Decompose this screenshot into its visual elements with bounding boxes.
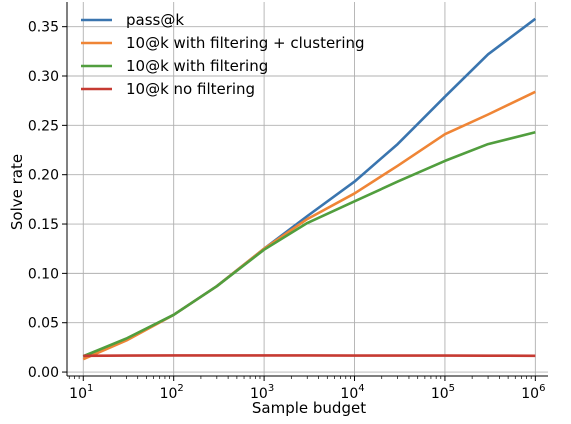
legend-label-2: 10@k with filtering + clustering <box>126 34 365 52</box>
x-tick-label: 101 <box>69 383 93 402</box>
x-tick-label: 102 <box>160 383 184 402</box>
y-tick-label: 0.00 <box>28 365 59 381</box>
y-tick-label: 0.35 <box>28 20 59 36</box>
x-tick-label: 104 <box>340 383 364 402</box>
series-line-2 <box>82 90 536 361</box>
legend-label-3: 10@k with filtering <box>126 57 268 75</box>
y-tick-label: 0.20 <box>28 168 59 184</box>
y-tick-label: 0.15 <box>28 217 59 233</box>
legend-label-1: pass@k <box>126 11 184 29</box>
legend: pass@k 10@k with filtering + clustering 10… <box>81 11 365 98</box>
y-tick-label: 0.30 <box>28 69 59 85</box>
x-tick-label: 103 <box>250 383 274 402</box>
y-axis-label: Solve rate <box>8 154 26 230</box>
x-axis-label: Sample budget <box>252 399 366 417</box>
series-line-3 <box>82 130 536 358</box>
x-tick-label: 105 <box>431 383 455 402</box>
x-tick-label: 106 <box>521 383 545 402</box>
axes: 0.00 0.05 0.10 0.15 0.20 0.25 0.30 0.35 101 102 10… <box>28 2 548 402</box>
legend-label-4: 10@k no filtering <box>126 80 255 98</box>
y-tick-label: 0.10 <box>28 266 59 282</box>
series-lines <box>82 17 537 361</box>
y-tick-label: 0.25 <box>28 118 59 134</box>
y-tick-label: 0.05 <box>28 316 59 332</box>
